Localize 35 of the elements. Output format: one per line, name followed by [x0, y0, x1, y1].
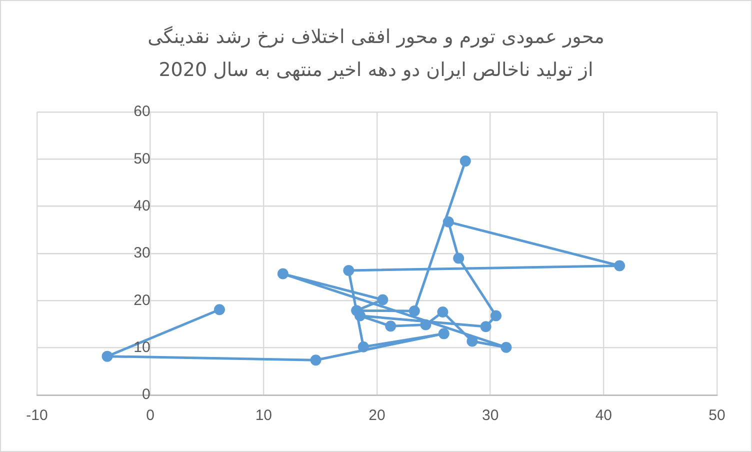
- chart-title: محور عمودی تورم و محور افقی اختلاف نرخ رشد نقدینگی از تولید ناخالص ایران دو دهه اخیر منتهی به سال 2020: [146, 25, 606, 83]
- y-tick-label: 50: [134, 150, 150, 168]
- point: [437, 306, 448, 318]
- x-tick-label: 30: [482, 407, 499, 424]
- point: [277, 268, 288, 280]
- x-tick-label: -10: [26, 407, 48, 424]
- point: [480, 321, 492, 332]
- point: [343, 264, 354, 276]
- point: [102, 350, 113, 362]
- point: [442, 216, 454, 228]
- y-tick-label: 40: [134, 197, 150, 214]
- point: [460, 156, 471, 167]
- point: [408, 306, 420, 317]
- y-tick-label: 20: [134, 292, 150, 309]
- point: [466, 336, 478, 347]
- y-tick-label: 0: [142, 386, 150, 404]
- point: [438, 328, 450, 340]
- point: [385, 320, 396, 332]
- y-tick-label: 30: [134, 244, 150, 262]
- point: [614, 260, 626, 272]
- point: [490, 310, 502, 322]
- point: [351, 305, 362, 316]
- y-tick-label: 60: [134, 103, 150, 120]
- point: [377, 294, 388, 306]
- point: [500, 342, 512, 353]
- y-tick-label: 10: [134, 338, 150, 356]
- x-tick-label: 40: [595, 407, 612, 424]
- point: [358, 341, 369, 352]
- x-tick-label: 50: [708, 407, 726, 424]
- x-tick-label: 10: [255, 407, 272, 424]
- point: [453, 252, 464, 264]
- point: [310, 354, 322, 366]
- point: [420, 319, 432, 330]
- x-tick-label: 20: [368, 407, 386, 424]
- point: [214, 304, 225, 316]
